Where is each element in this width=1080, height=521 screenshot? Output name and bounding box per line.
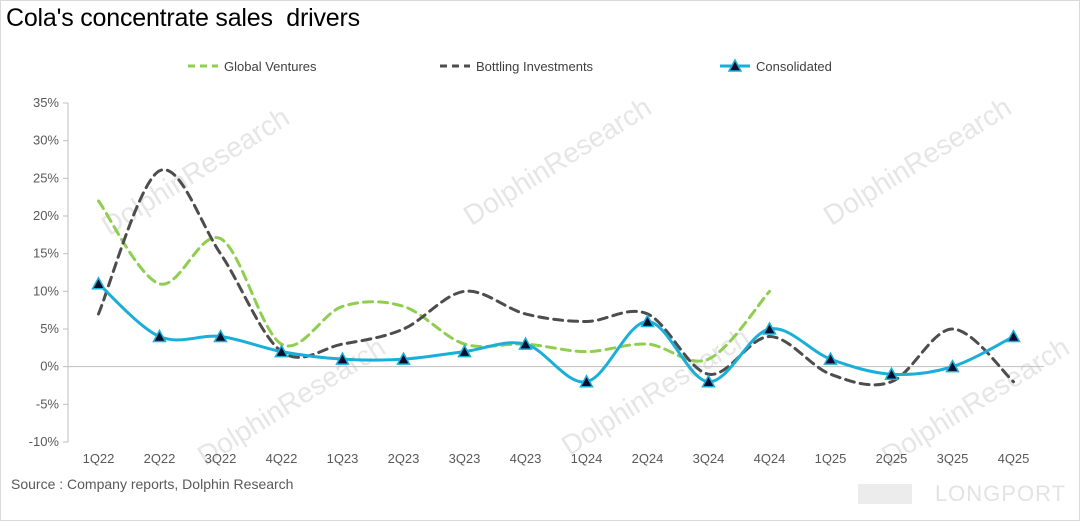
x-tick-label: 2Q22 [144,451,176,466]
data-point-consolidated [884,366,899,380]
x-tick-label: 3Q25 [937,451,969,466]
data-point-consolidated [518,336,533,350]
series-line-global-ventures [97,199,771,363]
x-tick-label: 2Q25 [876,451,908,466]
data-point-consolidated [762,321,777,335]
x-tick-label: 2Q24 [632,451,664,466]
x-tick-label: 1Q25 [815,451,847,466]
brand-wordmark: LONGPORT [934,481,1066,506]
x-tick-label: 3Q23 [449,451,481,466]
y-tick-label: 25% [33,170,59,185]
y-tick-label: 15% [33,246,59,261]
legend-label-consolidated: Consolidated [756,59,832,74]
y-tick-label: 30% [33,133,59,148]
series-line-bottling-investments [97,168,1015,387]
chart-title: Cola's concentrate sales drivers [6,4,360,32]
data-point-consolidated [152,328,167,343]
x-tick-label: 4Q22 [266,451,298,466]
legend-label-bottling-investments: Bottling Investments [476,59,594,74]
source-note: Source : Company reports, Dolphin Resear… [11,476,294,492]
y-tick-label: -10% [29,434,60,449]
x-tick-label: 4Q24 [754,451,786,466]
data-point-consolidated [945,359,960,373]
x-tick-label: 1Q23 [327,451,359,466]
data-point-consolidated [579,374,594,388]
data-point-consolidated [823,351,838,365]
x-tick-label: 3Q24 [693,451,725,466]
x-tick-label: 4Q25 [998,451,1030,466]
brand-logo [858,484,912,504]
data-point-consolidated [640,313,655,328]
x-tick-label: 3Q22 [205,451,237,466]
x-tick-label: 1Q22 [83,451,115,466]
data-point-consolidated [213,328,228,343]
data-point-consolidated [1006,328,1021,343]
data-point-consolidated [274,344,289,358]
legend-marker-consolidated [727,58,743,72]
y-tick-label: 20% [33,208,59,223]
y-tick-label: -5% [36,396,60,411]
y-tick-label: 35% [33,95,59,110]
data-point-consolidated [396,351,411,365]
x-tick-label: 4Q23 [510,451,542,466]
data-point-consolidated [701,374,716,388]
y-tick-label: 5% [40,321,59,336]
data-point-consolidated [91,276,106,290]
x-tick-label: 1Q24 [571,451,603,466]
series-line-consolidated [97,282,1015,384]
legend-label-global-ventures: Global Ventures [224,59,317,74]
y-tick-label: 0% [40,359,59,374]
data-point-consolidated [457,344,472,358]
x-tick-label: 2Q23 [388,451,420,466]
data-point-consolidated [335,351,350,365]
y-tick-label: 10% [33,283,59,298]
